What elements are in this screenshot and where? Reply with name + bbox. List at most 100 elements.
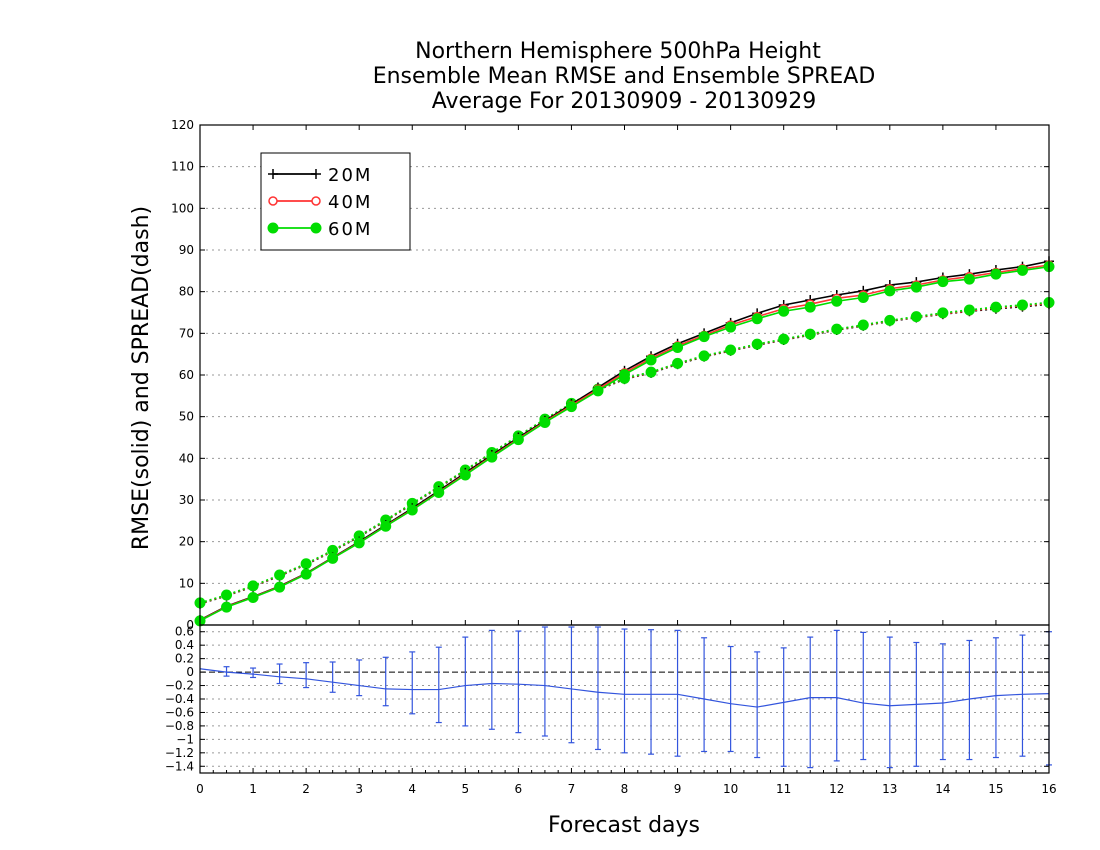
lower-y-tick-label: −0.8 bbox=[165, 719, 194, 733]
y-tick-label: 70 bbox=[179, 326, 194, 340]
series-line bbox=[199, 265, 1050, 622]
upper-series bbox=[194, 256, 1055, 627]
data-point bbox=[857, 292, 869, 303]
data-point bbox=[778, 333, 790, 345]
x-axis-label: Forecast days bbox=[548, 813, 700, 838]
y-tick-label: 0 bbox=[186, 618, 194, 632]
series-40m-spread bbox=[195, 298, 1054, 609]
data-point bbox=[247, 580, 259, 592]
error-bar bbox=[382, 656, 389, 707]
data-point bbox=[645, 354, 657, 366]
error-bar bbox=[833, 629, 840, 762]
data-point bbox=[592, 385, 604, 397]
data-point bbox=[433, 487, 445, 498]
legend-label: 40M bbox=[328, 192, 372, 213]
series-60m-spread bbox=[194, 297, 1055, 609]
legend-item: 60M bbox=[267, 219, 370, 240]
data-point bbox=[937, 276, 949, 288]
data-point bbox=[857, 319, 869, 331]
data-point bbox=[778, 305, 790, 317]
lower-y-tick-label: −1.2 bbox=[165, 746, 194, 760]
x-tick-label: 11 bbox=[776, 782, 791, 796]
lower-y-tick-label: −0.4 bbox=[165, 692, 194, 706]
error-bar bbox=[992, 637, 999, 759]
lower-y-tick-label: 0 bbox=[186, 665, 194, 679]
x-tick-label: 8 bbox=[621, 782, 629, 796]
error-bar bbox=[462, 636, 469, 727]
error-bar bbox=[1019, 634, 1026, 757]
data-point bbox=[512, 434, 524, 446]
data-point bbox=[751, 313, 763, 325]
data-point bbox=[619, 369, 630, 381]
x-tick-label: 4 bbox=[408, 782, 416, 796]
data-point bbox=[990, 268, 1002, 280]
lower-y-tick-label: −0.6 bbox=[165, 705, 194, 719]
legend-marker bbox=[267, 222, 279, 234]
error-bar bbox=[276, 663, 283, 685]
data-point bbox=[406, 504, 418, 516]
error-bar bbox=[356, 659, 363, 697]
lower-y-tick-label: −0.2 bbox=[165, 679, 194, 693]
x-tick-label: 0 bbox=[196, 782, 204, 796]
x-tick-label: 7 bbox=[568, 782, 576, 796]
x-tick-label: 1 bbox=[249, 782, 257, 796]
data-point bbox=[725, 321, 737, 333]
legend-label: 20M bbox=[328, 165, 372, 186]
error-bar bbox=[541, 626, 548, 737]
error-bar bbox=[701, 637, 708, 753]
error-bar bbox=[754, 651, 761, 759]
data-point bbox=[990, 301, 1002, 313]
lower-y-tick-label: −1 bbox=[176, 732, 194, 746]
y-tick-label: 100 bbox=[171, 201, 194, 215]
chart-title-line-3: Average For 20130909 - 20130929 bbox=[432, 89, 817, 114]
x-tick-label: 6 bbox=[515, 782, 523, 796]
x-tick-label: 15 bbox=[988, 782, 1003, 796]
data-point bbox=[963, 304, 975, 316]
x-tick-label: 13 bbox=[882, 782, 897, 796]
legend: 20M 40M 60M bbox=[260, 152, 411, 251]
data-point bbox=[274, 569, 286, 581]
x-tick-label: 5 bbox=[461, 782, 469, 796]
lower-y-axis: −1.4−1.2−1−0.8−0.6−0.4−0.200.20.40.6 bbox=[165, 625, 1049, 773]
legend-item: 40M bbox=[268, 192, 372, 213]
lower-y-tick-label: 0.4 bbox=[175, 638, 194, 652]
series-20m bbox=[195, 256, 1054, 625]
data-point bbox=[221, 589, 233, 601]
error-bar bbox=[674, 629, 681, 757]
error-bar bbox=[329, 661, 336, 693]
data-point bbox=[1016, 264, 1028, 276]
error-bar bbox=[409, 651, 416, 715]
x-tick-label: 16 bbox=[1041, 782, 1056, 796]
error-bar bbox=[223, 666, 230, 677]
error-bar bbox=[488, 629, 495, 730]
y-tick-label: 60 bbox=[179, 368, 194, 382]
error-bar bbox=[303, 662, 310, 689]
error-bar bbox=[568, 626, 575, 744]
x-tick-label: 2 bbox=[302, 782, 310, 796]
data-point bbox=[459, 469, 471, 481]
x-tick-label: 12 bbox=[829, 782, 844, 796]
data-point bbox=[327, 552, 339, 564]
data-point bbox=[963, 273, 975, 285]
legend-item: 20M bbox=[268, 165, 372, 186]
lower-y-tick-label: 0.2 bbox=[175, 652, 194, 666]
data-point bbox=[353, 537, 365, 549]
data-point bbox=[910, 311, 922, 323]
y-tick-label: 40 bbox=[179, 451, 194, 465]
error-bar bbox=[939, 643, 946, 761]
legend-marker bbox=[310, 222, 322, 234]
lower-y-tick-label: −1.4 bbox=[165, 759, 194, 773]
data-point bbox=[539, 417, 551, 428]
error-bar bbox=[966, 639, 973, 761]
x-tick-label: 9 bbox=[674, 782, 682, 796]
chart-title-line-1: Northern Hemisphere 500hPa Height bbox=[415, 39, 821, 64]
error-bar bbox=[860, 631, 867, 761]
error-bar bbox=[886, 636, 893, 769]
data-point bbox=[804, 301, 816, 313]
data-point bbox=[831, 295, 843, 307]
error-bar bbox=[435, 646, 442, 724]
x-tick-label: 10 bbox=[723, 782, 738, 796]
data-point bbox=[486, 451, 498, 463]
error-bar bbox=[807, 636, 814, 769]
